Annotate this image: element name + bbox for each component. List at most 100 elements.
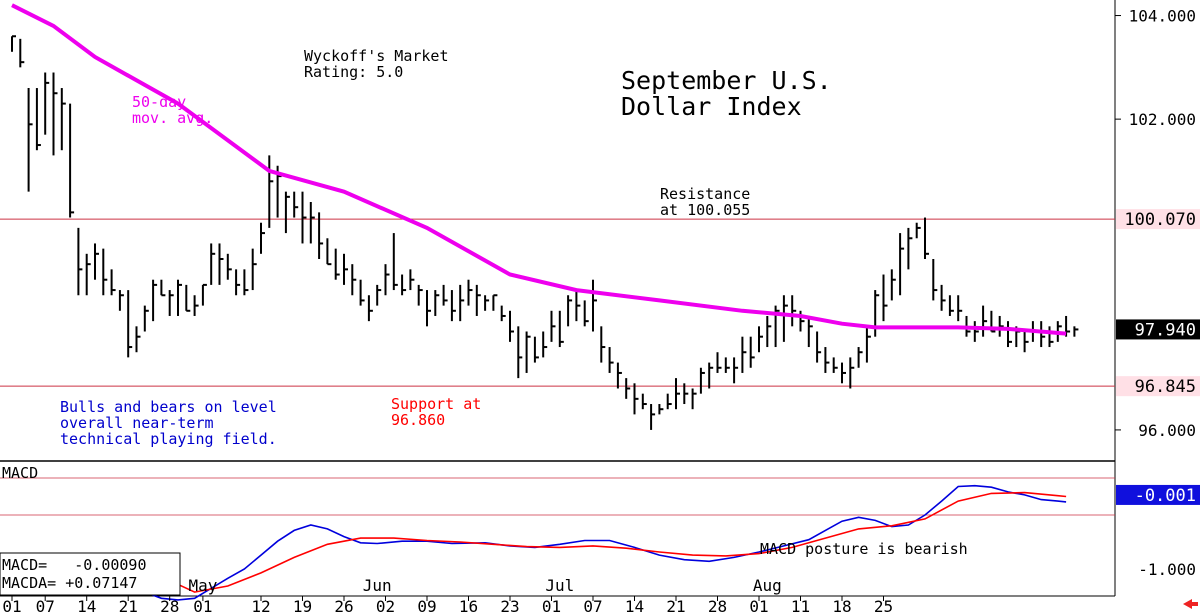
price-bar <box>948 295 954 316</box>
price-bar <box>309 202 315 244</box>
price-bar <box>874 290 880 337</box>
price-bar <box>226 253 232 280</box>
price-bar <box>60 88 66 151</box>
price-bar <box>359 279 365 306</box>
price-bar <box>542 331 548 358</box>
price-bar <box>401 274 407 296</box>
date-axis-tick-label: 19 <box>293 597 312 615</box>
price-bar <box>625 378 631 399</box>
price-bar <box>218 243 224 285</box>
macda-readout-value: MACDA= +0.07147 <box>2 574 137 592</box>
support-tag-label: 96.845 <box>1135 377 1196 397</box>
last-price-tag: 97.940 <box>1116 319 1200 340</box>
price-bar <box>52 72 58 156</box>
date-axis-tick-label: 07 <box>36 597 55 615</box>
price-bar <box>251 248 257 291</box>
price-bar <box>459 284 465 322</box>
price-bar <box>293 191 299 218</box>
price-bar <box>1073 326 1079 337</box>
price-bar <box>343 253 348 285</box>
price-bar <box>27 88 33 192</box>
price-bar <box>110 269 116 296</box>
price-bar <box>882 274 888 322</box>
date-axis-tick-label: 28 <box>160 597 179 615</box>
price-bar <box>268 155 274 228</box>
price-bar <box>832 357 838 373</box>
date-axis-tick-label: 23 <box>500 597 519 615</box>
resistance-tag: 100.070 <box>1116 209 1200 230</box>
price-bar <box>484 295 490 311</box>
price-bar <box>733 357 739 384</box>
price-bar <box>409 269 415 291</box>
price-bar <box>675 378 680 410</box>
price-bar <box>1007 321 1012 348</box>
price-bar <box>517 326 523 379</box>
date-axis-tick-label: 11 <box>791 597 810 615</box>
support-tag-background <box>1116 376 1200 397</box>
price-bar <box>1065 315 1071 337</box>
price-bar <box>600 326 606 363</box>
price-bar <box>899 233 905 296</box>
date-axis-labels: 01 07 14 21 28 01 12 19 26 02 09 16 23 01 07 14 21 28 01 11… <box>2 596 893 615</box>
price-bar <box>77 227 83 296</box>
macd-readout-box <box>0 552 181 596</box>
price-bar <box>426 290 431 327</box>
date-axis-tick-label: 25 <box>874 597 893 615</box>
price-bar <box>782 295 788 342</box>
price-bar <box>143 305 149 332</box>
date-axis-tick-label: 28 <box>708 597 727 615</box>
price-bar <box>376 284 382 306</box>
price-bar <box>434 290 440 316</box>
price-bar <box>841 362 846 384</box>
month-axis-labels: May Jun Jul Aug <box>188 576 781 595</box>
price-bar <box>19 38 25 68</box>
price-bar <box>417 284 423 306</box>
price-bar <box>799 310 805 332</box>
back-arrow-icon[interactable] <box>1183 599 1198 609</box>
price-bar <box>284 191 290 234</box>
price-bar <box>741 336 747 373</box>
macd-series-line <box>11 484 1067 601</box>
price-bar <box>326 238 332 266</box>
price-bar <box>608 347 614 373</box>
date-axis-tick-label: 01 <box>542 597 561 615</box>
date-axis-tick-label: 02 <box>376 597 395 615</box>
date-axis-tick-label: 01 <box>749 597 768 615</box>
price-bar <box>384 264 390 296</box>
price-bar <box>94 243 99 280</box>
macd-lines <box>11 484 1067 601</box>
price-bar <box>118 290 124 311</box>
market-rating-line-2: Rating: 5.0 <box>304 63 403 81</box>
price-bar <box>708 362 714 389</box>
macd-value-tag-label: -0.001 <box>1135 486 1196 506</box>
date-axis-tick-label: 16 <box>459 597 478 615</box>
price-bar <box>699 367 705 394</box>
commentary-line-1: Bulls and bears on level <box>60 398 277 416</box>
price-bar <box>127 290 133 358</box>
price-bar <box>558 310 564 348</box>
price-bar <box>467 279 473 306</box>
price-bar <box>940 284 946 311</box>
price-bar <box>641 393 647 410</box>
date-axis-tick-label: 01 <box>193 597 212 615</box>
price-bar <box>160 279 166 297</box>
price-bar <box>235 269 241 296</box>
date-axis-tick-label: 14 <box>625 597 644 615</box>
price-bar <box>102 248 108 296</box>
date-axis-tick-label: 26 <box>334 597 353 615</box>
resistance-annotation-line-2: at 100.055 <box>660 201 750 219</box>
price-bar <box>243 269 249 296</box>
date-axis-tick-label: 12 <box>251 597 270 615</box>
price-bar <box>716 352 722 373</box>
price-axis-ticks: 104.000 102.000 96.000 <box>1115 7 1196 440</box>
price-bar <box>193 295 199 316</box>
price-bar <box>550 310 556 342</box>
last-price-tag-label: 97.940 <box>1135 320 1196 340</box>
price-bar <box>857 347 863 368</box>
price-bar <box>367 295 373 322</box>
date-axis-tick-label: 21 <box>119 597 138 615</box>
price-bar <box>442 284 448 306</box>
support-tag: 96.845 <box>1116 376 1200 397</box>
price-bar <box>915 222 921 239</box>
price-bar <box>201 283 207 306</box>
